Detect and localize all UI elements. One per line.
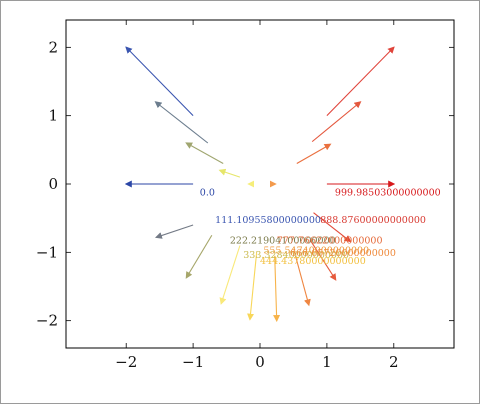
arrow-value-label: 222.21904100000000 (230, 235, 336, 246)
quiver-arrow (154, 101, 209, 144)
arrow-value-label: 333.32840000000000 (243, 250, 349, 261)
arrow-value-label: 555.54740000000000 (263, 246, 369, 257)
arrow-value-label: 111.10955800000000 (215, 215, 321, 226)
quiver-arrow (311, 101, 362, 143)
axis-ticks: −2 −1 0 1 2 2 1 0 −1 −2 (36, 20, 454, 371)
y-tick-label: 2 (48, 38, 58, 56)
y-tick-label: −2 (36, 312, 58, 330)
arrow-value-label: 0.0 (200, 188, 215, 199)
quiver-arrow (296, 143, 332, 164)
arrow-series (124, 46, 396, 323)
arrow-value-label: 888.87600000000000 (320, 215, 426, 226)
y-tick-label: 1 (48, 107, 58, 125)
x-tick-label: −2 (115, 353, 137, 371)
x-tick-label: 0 (255, 353, 265, 371)
x-tick-label: −1 (182, 353, 204, 371)
x-tick-label: 2 (389, 353, 399, 371)
y-tick-label: 0 (48, 175, 58, 193)
arrow-value-label: 666.65720000000000 (290, 248, 396, 259)
quiver-arrow (309, 239, 337, 281)
x-tick-label: 1 (322, 353, 332, 371)
arrow-value-label: 777.76622000000000 (277, 235, 383, 246)
quiver-arrow (273, 255, 281, 323)
quiver-arrow (125, 46, 194, 117)
quiver-arrow (313, 212, 352, 243)
quiver-arrow (326, 46, 395, 117)
quiver-arrow (219, 245, 241, 305)
arrow-value-label: 444.43780000000000 (260, 256, 366, 267)
quiver-arrow (218, 168, 241, 178)
quiver-arrow (185, 142, 224, 164)
data-labels: 0.0 111.10955800000000 222.21904100000000 3… (200, 188, 441, 267)
y-tick-label: −1 (36, 243, 58, 261)
quiver-arrow (154, 224, 194, 239)
plot-area (65, 19, 455, 349)
arrow-value-label: 999.98503000000000 (335, 188, 441, 199)
quiver-arrow (185, 234, 213, 279)
quiver-arrow (294, 255, 311, 307)
quiver-arrow (247, 252, 258, 321)
